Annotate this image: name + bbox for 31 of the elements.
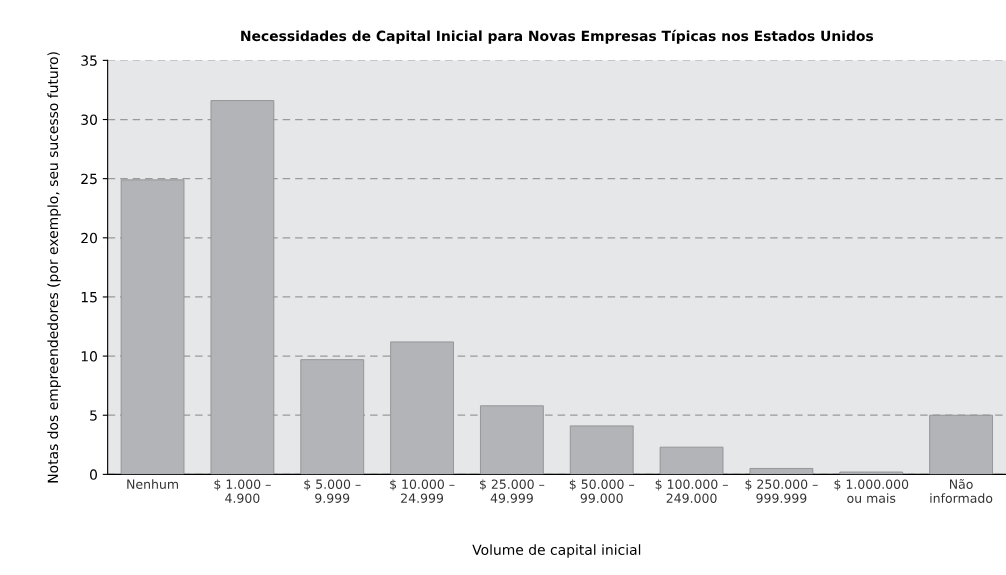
- x-axis-title: Volume de capital inicial: [472, 544, 641, 558]
- y-tick-label: 15: [81, 292, 97, 303]
- bar: [659, 446, 724, 475]
- y-axis-title: Notas dos empreendedores (por exemplo, seu sucesso futuro): [47, 52, 61, 483]
- bar: [749, 468, 814, 475]
- y-tick-label: 5: [90, 410, 97, 421]
- bar: [210, 100, 275, 475]
- x-tick-label: Nenhum: [127, 479, 178, 489]
- y-tick-label: 30: [81, 114, 97, 125]
- bar: [390, 341, 454, 475]
- bar: [480, 405, 544, 475]
- x-tick-label: $ 250.000 – 999.999: [745, 479, 818, 503]
- x-tick-label: $ 25.000 – 49.999: [480, 479, 545, 503]
- bar: [120, 179, 185, 475]
- x-tick-label: $ 1.000 – 4.900: [214, 479, 271, 503]
- bar: [569, 425, 634, 475]
- y-tick-label: 20: [81, 232, 97, 244]
- x-tick-label: $ 10.000 – 24.999: [390, 479, 455, 503]
- bar: [929, 414, 993, 475]
- x-tick-label: $ 100.000 – 249.000: [655, 479, 728, 503]
- x-tick-label: Não informado: [930, 479, 993, 503]
- x-tick-label: $ 50.000 – 99.000: [569, 479, 635, 503]
- y-tick-label: 0: [90, 469, 97, 480]
- bar: [300, 359, 365, 475]
- y-tick-label: 25: [81, 173, 97, 185]
- bar: [839, 471, 904, 475]
- y-tick-label: 35: [81, 55, 97, 66]
- y-tick-label: 10: [81, 351, 97, 362]
- x-tick-label: $ 1.000.000 ou mais: [834, 479, 909, 503]
- chart-title: Necessidades de Capital Inicial para Novas Empresas Típicas nos Estados Unidos: [241, 29, 874, 44]
- x-tick-label: $ 5.000 – 9.999: [304, 479, 361, 503]
